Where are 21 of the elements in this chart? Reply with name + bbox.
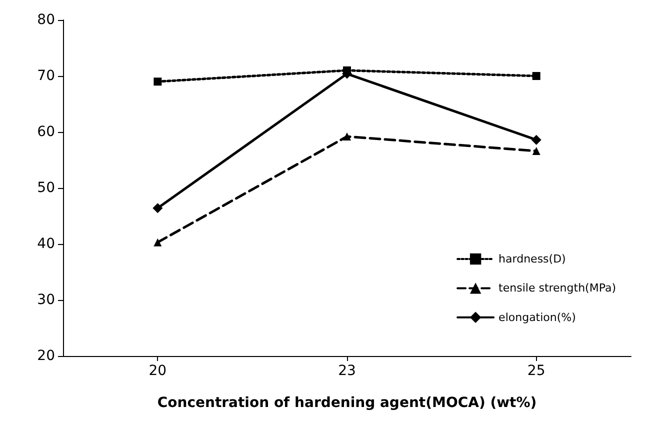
- point: [152, 203, 163, 214]
- y-tick-label: 20: [37, 348, 55, 364]
- y-tick-label: 40: [37, 236, 55, 252]
- x-tick-label: 20: [148, 363, 167, 379]
- y-tick-label: 30: [37, 292, 55, 308]
- y-tick-label: 70: [37, 68, 55, 84]
- point: [531, 134, 542, 145]
- x-tick-label: 23: [338, 363, 356, 379]
- x-axis-title: Concentration of hardening agent(MOCA) (wt%): [157, 395, 537, 411]
- x-tick-label: 25: [527, 363, 546, 379]
- point: [154, 78, 162, 86]
- y-tick-label: 50: [37, 180, 55, 196]
- point: [343, 132, 351, 140]
- point: [532, 147, 540, 156]
- point: [154, 238, 162, 246]
- y-tick-label: 80: [37, 12, 55, 28]
- point: [532, 72, 540, 80]
- legend-label: elongation(%): [498, 310, 576, 324]
- legend-label: hardness(D): [498, 252, 566, 266]
- y-tick-label: 60: [37, 124, 55, 140]
- legend-label: tensile strength(MPa): [498, 282, 616, 295]
